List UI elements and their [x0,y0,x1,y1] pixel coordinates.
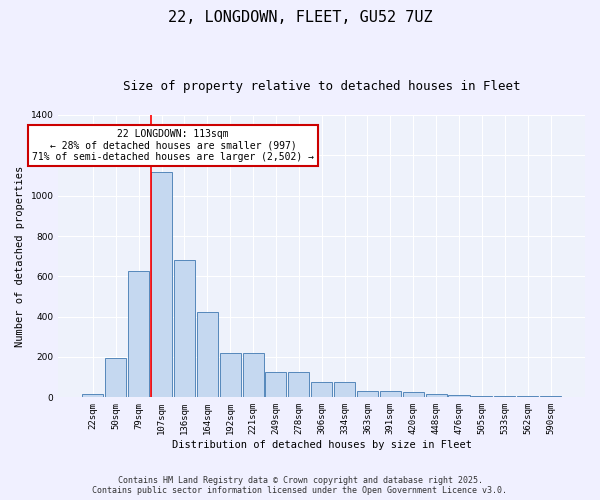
Y-axis label: Number of detached properties: Number of detached properties [15,166,25,347]
Bar [311,382,332,398]
Bar [403,392,424,398]
Bar [540,396,561,398]
Bar [265,372,286,398]
Text: 22 LONGDOWN: 113sqm
← 28% of detached houses are smaller (997)
71% of semi-detac: 22 LONGDOWN: 113sqm ← 28% of detached ho… [32,129,314,162]
Bar [448,396,470,398]
Bar [425,394,446,398]
Text: 22, LONGDOWN, FLEET, GU52 7UZ: 22, LONGDOWN, FLEET, GU52 7UZ [167,10,433,25]
Bar [151,172,172,398]
Bar [105,358,126,398]
Bar [128,272,149,398]
Bar [517,396,538,398]
X-axis label: Distribution of detached houses by size in Fleet: Distribution of detached houses by size … [172,440,472,450]
Bar [220,353,241,398]
Bar [334,382,355,398]
Bar [472,396,493,398]
Bar [242,353,263,398]
Bar [174,260,195,398]
Bar [357,392,378,398]
Title: Size of property relative to detached houses in Fleet: Size of property relative to detached ho… [123,80,520,93]
Bar [494,396,515,398]
Bar [82,394,103,398]
Bar [288,372,310,398]
Text: Contains HM Land Registry data © Crown copyright and database right 2025.
Contai: Contains HM Land Registry data © Crown c… [92,476,508,495]
Bar [380,392,401,398]
Bar [197,312,218,398]
